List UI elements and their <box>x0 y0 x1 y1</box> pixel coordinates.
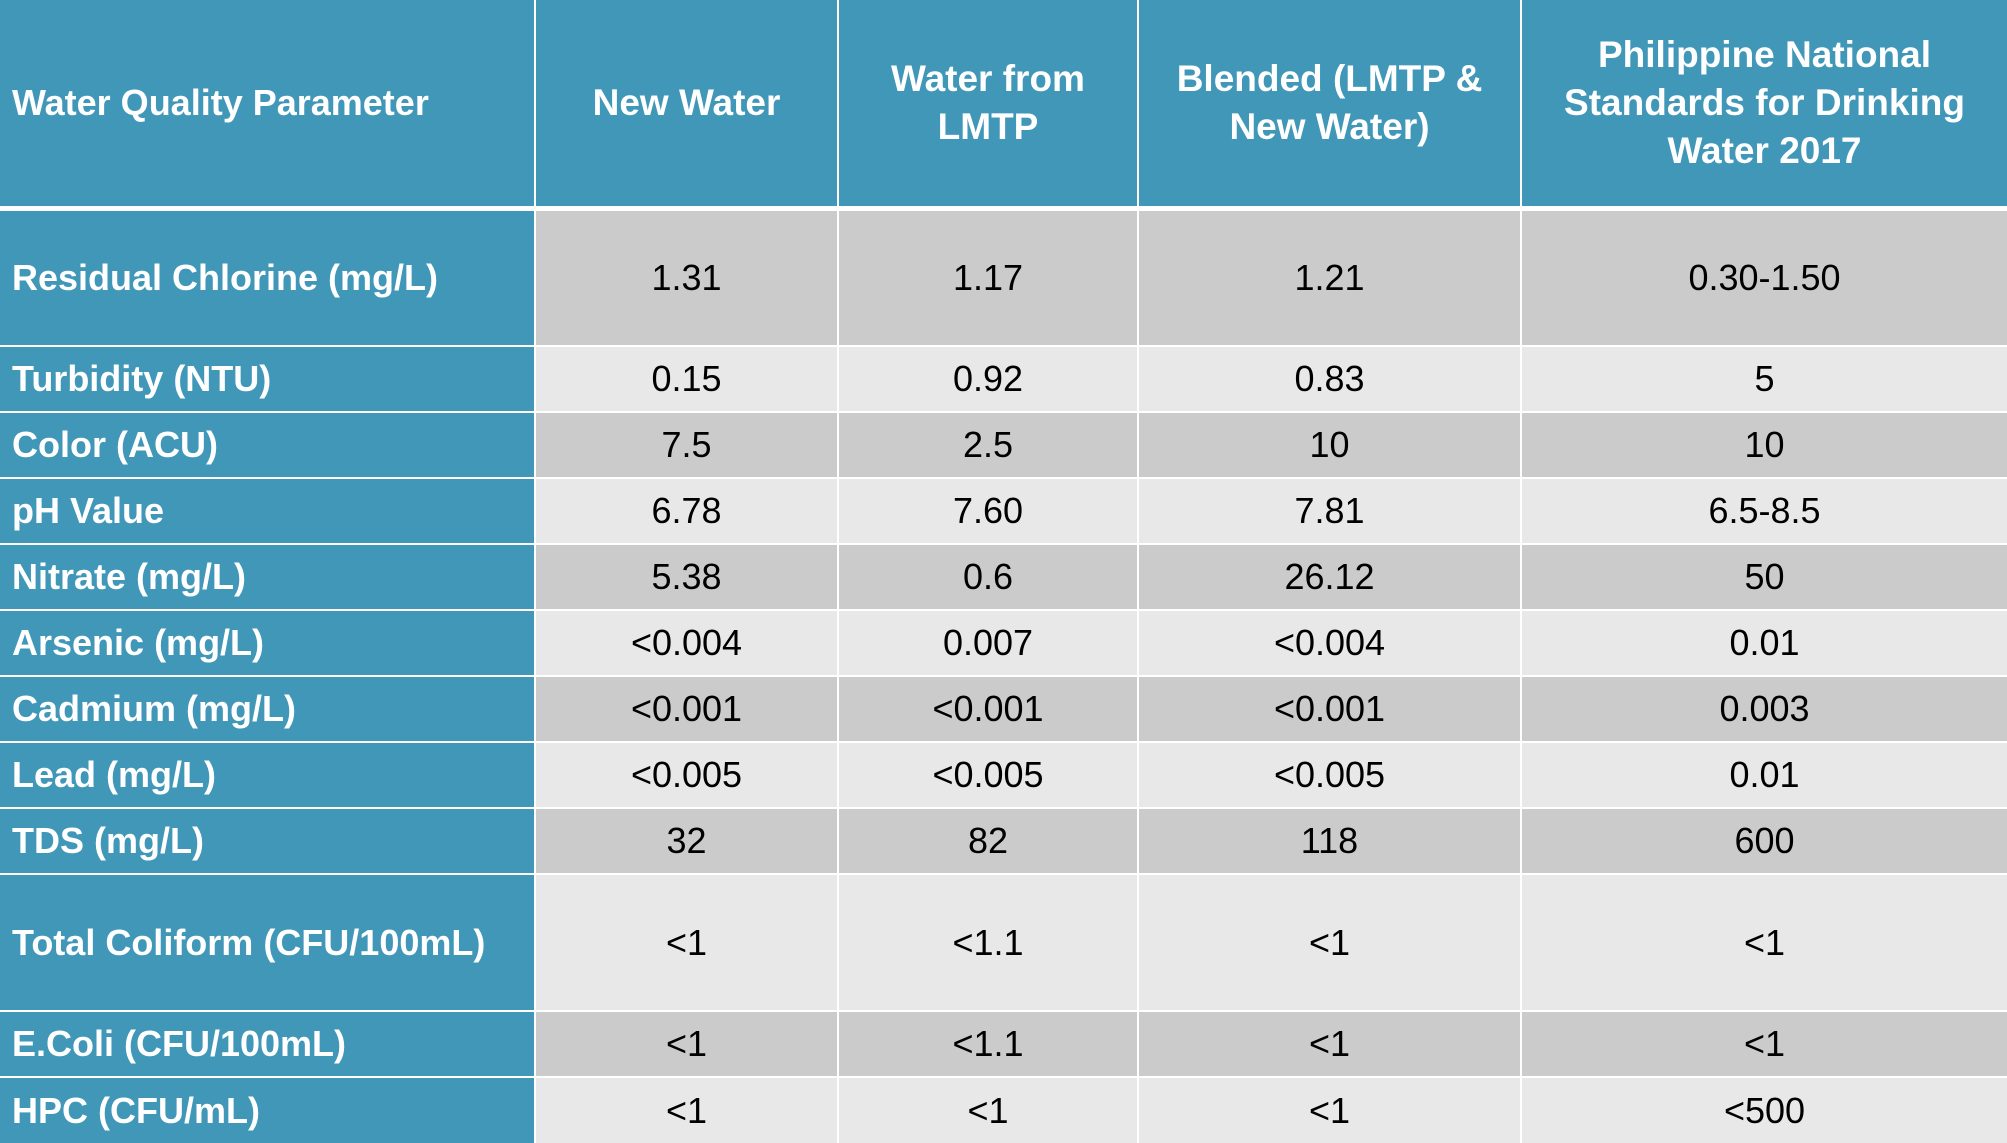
row-label: Turbidity (NTU) <box>0 347 534 411</box>
table-cell: <0.004 <box>1139 611 1520 675</box>
table-cell: <0.001 <box>536 677 837 741</box>
table-cell: 0.01 <box>1522 611 2007 675</box>
row-label: Cadmium (mg/L) <box>0 677 534 741</box>
row-label: HPC (CFU/mL) <box>0 1078 534 1143</box>
table-cell: 1.31 <box>536 211 837 345</box>
header-cell: Water Quality Parameter <box>0 0 534 209</box>
header-cell: Philippine National Standards for Drinki… <box>1522 0 2007 209</box>
row-label: Nitrate (mg/L) <box>0 545 534 609</box>
table-cell: <500 <box>1522 1078 2007 1143</box>
table-cell: 600 <box>1522 809 2007 873</box>
row-label: Total Coliform (CFU/100mL) <box>0 875 534 1010</box>
table-cell: 10 <box>1522 413 2007 477</box>
header-cell: New Water <box>536 0 837 209</box>
table-cell: 0.15 <box>536 347 837 411</box>
table-cell: 26.12 <box>1139 545 1520 609</box>
row-label: E.Coli (CFU/100mL) <box>0 1012 534 1076</box>
table-cell: 2.5 <box>839 413 1137 477</box>
table-cell: 50 <box>1522 545 2007 609</box>
table-cell: <1 <box>1522 875 2007 1010</box>
table-cell: <0.005 <box>839 743 1137 807</box>
table-cell: 1.17 <box>839 211 1137 345</box>
table-cell: 6.5-8.5 <box>1522 479 2007 543</box>
table-cell: 7.81 <box>1139 479 1520 543</box>
table-cell: 0.007 <box>839 611 1137 675</box>
table-cell: 5 <box>1522 347 2007 411</box>
table-cell: <1 <box>536 1012 837 1076</box>
table-cell: 0.6 <box>839 545 1137 609</box>
table-cell: <1 <box>839 1078 1137 1143</box>
table-cell: 82 <box>839 809 1137 873</box>
table-cell: 5.38 <box>536 545 837 609</box>
table-cell: <0.001 <box>839 677 1137 741</box>
row-label: Residual Chlorine (mg/L) <box>0 211 534 345</box>
table-cell: <0.005 <box>536 743 837 807</box>
header-cell: Blended (LMTP & New Water) <box>1139 0 1520 209</box>
table-cell: 1.21 <box>1139 211 1520 345</box>
table-cell: 0.01 <box>1522 743 2007 807</box>
table-cell: <1.1 <box>839 1012 1137 1076</box>
table-cell: <1 <box>1139 1078 1520 1143</box>
table-cell: 32 <box>536 809 837 873</box>
table-cell: 0.83 <box>1139 347 1520 411</box>
table-cell: <1 <box>1139 1012 1520 1076</box>
table-cell: <1.1 <box>839 875 1137 1010</box>
row-label: pH Value <box>0 479 534 543</box>
row-label: TDS (mg/L) <box>0 809 534 873</box>
table-cell: 7.60 <box>839 479 1137 543</box>
table-cell: <1 <box>1139 875 1520 1010</box>
table-cell: 0.30-1.50 <box>1522 211 2007 345</box>
header-cell: Water from LMTP <box>839 0 1137 209</box>
row-label: Arsenic (mg/L) <box>0 611 534 675</box>
table-cell: 0.92 <box>839 347 1137 411</box>
table-cell: 6.78 <box>536 479 837 543</box>
table-cell: <0.001 <box>1139 677 1520 741</box>
row-label: Color (ACU) <box>0 413 534 477</box>
table-cell: 10 <box>1139 413 1520 477</box>
table-cell: <0.004 <box>536 611 837 675</box>
table-cell: 0.003 <box>1522 677 2007 741</box>
table-cell: <0.005 <box>1139 743 1520 807</box>
table-cell: 7.5 <box>536 413 837 477</box>
table-cell: 118 <box>1139 809 1520 873</box>
row-label: Lead (mg/L) <box>0 743 534 807</box>
table-cell: <1 <box>536 1078 837 1143</box>
table-cell: <1 <box>536 875 837 1010</box>
table-cell: <1 <box>1522 1012 2007 1076</box>
